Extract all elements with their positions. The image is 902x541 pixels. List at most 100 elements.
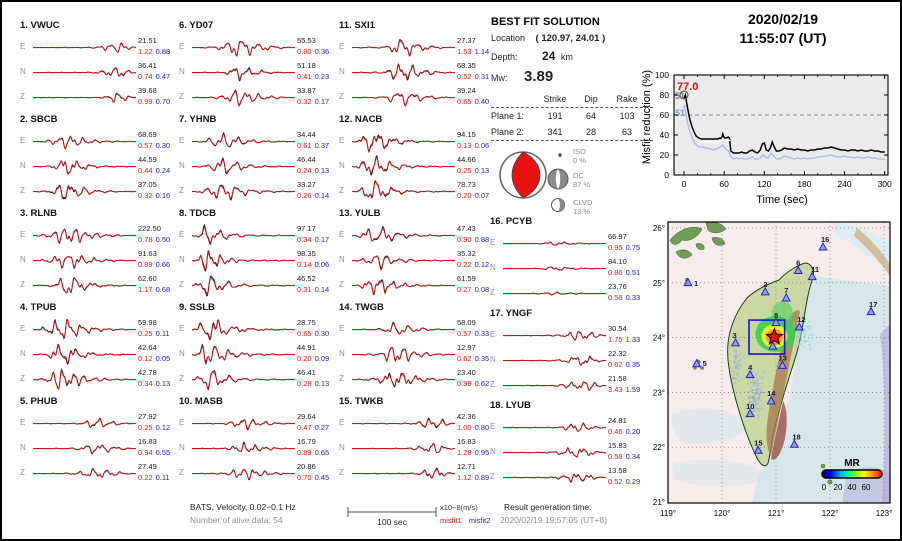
peak-amplitude: 66.97 bbox=[608, 232, 627, 241]
filter-note: BATS, Velocity, 0.02−0.1 Hz bbox=[190, 502, 296, 512]
misfit1-value: 1.75 bbox=[608, 335, 623, 344]
peak-amplitude: 42.36 bbox=[457, 412, 476, 421]
coastal-island bbox=[695, 243, 705, 250]
solution-marker bbox=[679, 90, 689, 100]
station-number: 14 bbox=[767, 389, 776, 398]
waveform-trace bbox=[192, 41, 295, 57]
misfit1-value: 1.17 bbox=[138, 285, 153, 294]
misfit2-value: 0.07 bbox=[474, 191, 490, 200]
waveform-trace bbox=[352, 134, 455, 154]
channel-row-E: E 29.64 0.47 0.27 bbox=[179, 411, 337, 436]
misfit2-value: 0.36 bbox=[314, 47, 330, 56]
waveform-trace bbox=[352, 417, 455, 429]
misfit2-value: 0.30 bbox=[155, 141, 171, 150]
trace-values: 15.83 0.58 0.34 bbox=[608, 441, 648, 461]
misfit2-value: 1.33 bbox=[625, 335, 641, 344]
peak-amplitude: 33.87 bbox=[297, 86, 316, 95]
misfit1-value: 1.53 bbox=[457, 47, 472, 56]
divider bbox=[491, 107, 653, 108]
station-block-TDCB: 8. TDCB E 97.17 0.34 0.17 N 98.35 0.14 0.06 Z 46.5… bbox=[179, 208, 337, 300]
peak-amplitude: 13.58 bbox=[608, 466, 627, 475]
divider bbox=[491, 140, 653, 141]
depth-label: Depth: bbox=[491, 52, 518, 62]
misfit1-value: 0.34 bbox=[297, 235, 312, 244]
misfit2-value: 0.17 bbox=[314, 235, 330, 244]
waveform-trace bbox=[192, 184, 295, 201]
misfit1-value: 0.25 bbox=[138, 329, 153, 338]
waveform-trace bbox=[352, 62, 455, 81]
result-time-value: 2020/02/19 19:57:05 (UT+8) bbox=[500, 515, 608, 525]
channel-row-N: N 42.64 0.12 0.05 bbox=[20, 342, 178, 367]
trace-values: 94.15 0.13 0.06 bbox=[457, 130, 497, 150]
trace-values: 27.92 0.25 0.12 bbox=[138, 412, 178, 432]
channel-row-Z: Z 23.40 0.98 0.62 bbox=[339, 367, 497, 392]
location-value: ( 120.97, 24.01 ) bbox=[535, 33, 606, 44]
channel-label: Z bbox=[20, 468, 25, 477]
channel-row-N: N 22.32 0.62 0.35 bbox=[490, 348, 648, 373]
channel-row-N: N 36.41 0.74 0.47 bbox=[20, 60, 178, 85]
misfit1-value: 0.25 bbox=[138, 423, 153, 432]
depth-row: Depth: 24 km bbox=[491, 49, 663, 63]
channel-label: E bbox=[179, 136, 185, 145]
waveform-trace bbox=[503, 266, 606, 271]
channel-label: N bbox=[339, 443, 345, 452]
misfit2-value: 0.08 bbox=[474, 285, 490, 294]
station-marker bbox=[789, 439, 800, 448]
depth-unit: km bbox=[560, 52, 573, 62]
channel-row-E: E 68.69 0.57 0.30 bbox=[20, 129, 178, 154]
misfit1-value: 0.13 bbox=[457, 141, 472, 150]
misfit2-value: 0.80 bbox=[474, 423, 490, 432]
channel-label: N bbox=[179, 67, 185, 76]
misfit2-value: 0.31 bbox=[474, 72, 490, 81]
misfit1-value: 0.57 bbox=[138, 141, 153, 150]
map-lon-label: 123° bbox=[876, 509, 893, 518]
channel-row-Z: Z 39.68 0.99 0.70 bbox=[20, 85, 178, 110]
trace-values: 46.52 0.31 0.14 bbox=[297, 274, 337, 294]
mw-value: 3.89 bbox=[524, 68, 554, 85]
station-block-LYUB: 18. LYUB E 24.81 0.46 0.20 N 15.83 0.58 0.34 Z 13.… bbox=[490, 400, 648, 492]
station-block-RLNB: 3. RLNB E 222.50 0.78 0.50 N 91.63 0.89 0.66 Z 62.… bbox=[20, 208, 178, 300]
misfit1-value: 1.28 bbox=[457, 448, 472, 457]
colorbar-tick: 0 bbox=[822, 483, 827, 492]
misfit1-value: 0.32 bbox=[297, 97, 312, 106]
plane2-dip: 28 bbox=[585, 127, 596, 137]
channel-label: N bbox=[339, 67, 345, 76]
peak-amplitude: 61.59 bbox=[457, 274, 476, 283]
station-marker bbox=[760, 286, 770, 296]
peak-amplitude: 21.58 bbox=[608, 374, 627, 383]
channel-row-E: E 28.75 0.65 0.30 bbox=[179, 317, 337, 342]
peak-amplitude: 34.44 bbox=[297, 130, 316, 139]
waveform-trace bbox=[192, 67, 295, 82]
trace-values: 91.63 0.89 0.66 bbox=[138, 249, 178, 269]
trace-values: 46.44 0.24 0.13 bbox=[297, 155, 337, 175]
misfit1-value: 0.28 bbox=[297, 379, 312, 388]
channel-label: Z bbox=[179, 186, 184, 195]
misfit2-value: 1.59 bbox=[625, 385, 641, 394]
peak-amplitude: 20.86 bbox=[297, 462, 316, 471]
channel-label: N bbox=[179, 255, 185, 264]
misfit2-value: 0.68 bbox=[155, 285, 171, 294]
station-block-SSLB: 9. SSLB E 28.75 0.65 0.30 N 44.91 0.20 0.09 Z 46.4… bbox=[179, 302, 337, 394]
misfit1-value: 0.62 bbox=[608, 360, 623, 369]
waveform-trace bbox=[33, 417, 136, 429]
channel-row-Z: Z 42.78 0.34 0.13 bbox=[20, 367, 178, 392]
peak-amplitude: 42.64 bbox=[138, 343, 157, 352]
channel-label: N bbox=[490, 447, 496, 456]
channel-label: N bbox=[490, 263, 496, 272]
trace-values: 23.40 0.98 0.62 bbox=[457, 368, 497, 388]
peak-amplitude: 68.35 bbox=[457, 61, 476, 70]
channel-row-Z: Z 46.41 0.28 0.13 bbox=[179, 367, 337, 392]
mw-row: Mw: 3.89 bbox=[491, 68, 663, 85]
station-marker bbox=[730, 337, 741, 347]
misfit2-value: 0.33 bbox=[474, 329, 490, 338]
waveform-trace bbox=[192, 132, 295, 148]
channel-label: Z bbox=[20, 374, 25, 383]
station-title: 12. NACB bbox=[339, 114, 383, 125]
waveform-trace bbox=[192, 418, 295, 431]
station-title: 3. RLNB bbox=[20, 208, 57, 219]
trace-values: 30.54 1.75 1.33 bbox=[608, 324, 648, 344]
misfit2-value: 0.13 bbox=[314, 166, 330, 175]
peak-amplitude: 91.63 bbox=[138, 249, 157, 258]
peak-amplitude: 68.69 bbox=[138, 130, 157, 139]
